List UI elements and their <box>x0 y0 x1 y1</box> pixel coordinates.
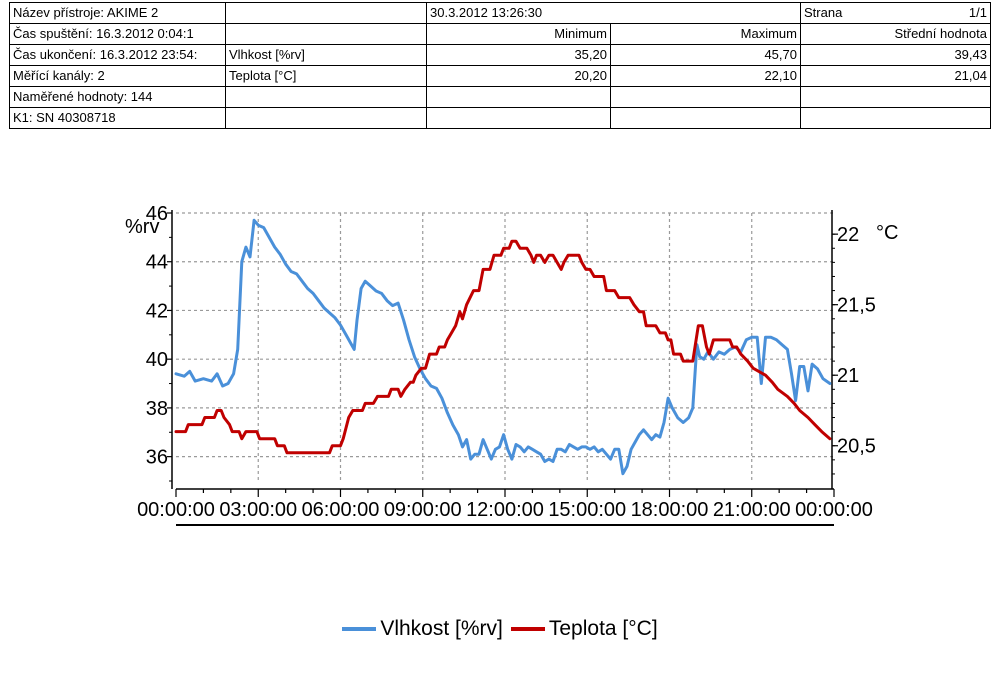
chart: 00:00:00 03:00:00 06:00:00 09:00:00 12:00:00… <box>125 203 898 526</box>
chart-grid <box>176 212 834 481</box>
temperature-min: 20,20 <box>426 65 611 87</box>
empty-cell <box>800 107 991 129</box>
temperature-mean: 21,04 <box>800 65 991 87</box>
col-minimum: Minimum <box>426 23 611 45</box>
temperature-series-line <box>174 239 832 455</box>
y-right-tick-label: 21 <box>837 365 859 387</box>
header-table: Název přístroje: AKIME 2 30.3.2012 13:26… <box>9 2 991 129</box>
x-tick-label: 15:00:00 <box>548 499 626 521</box>
humidity-max: 45,70 <box>610 44 801 66</box>
end-time: Čas ukončení: 16.3.2012 23:54: <box>9 44 226 66</box>
right-unit-label: °C <box>876 222 898 244</box>
humidity-name: Vlhkost [%rv] <box>225 44 427 66</box>
x-tick-label: 00:00:00 <box>137 499 215 521</box>
empty-cell <box>426 86 611 108</box>
page-label: Strana <box>804 5 843 20</box>
col-mean: Střední hodnota <box>800 23 991 45</box>
measured-count: Naměřené hodnoty: 144 <box>9 86 226 108</box>
y-left-tick-label: 38 <box>146 398 168 420</box>
y-right-tick-label: 20,5 <box>837 436 876 458</box>
x-tick-label: 09:00:00 <box>384 499 462 521</box>
chart-legend: Vlhkost [%rv] Teplota [°C] <box>0 617 1000 641</box>
empty-cell <box>800 86 991 108</box>
empty-cell <box>610 107 801 129</box>
x-tick-label: 03:00:00 <box>219 499 297 521</box>
empty-cell <box>225 86 427 108</box>
channel-count: Měřící kanály: 2 <box>9 65 226 87</box>
legend-swatch-temperature <box>510 627 545 631</box>
legend-swatch-humidity <box>342 627 377 631</box>
page-value: 1/1 <box>968 5 987 20</box>
legend-label-temperature: Teplota [°C] <box>548 617 658 640</box>
y-right-tick-label: 21,5 <box>837 295 876 317</box>
empty-cell <box>225 23 427 45</box>
chart-axes <box>167 210 838 526</box>
y-left-tick-label: 40 <box>146 349 168 371</box>
chart-labels: 00:00:00 03:00:00 06:00:00 09:00:00 12:00:00… <box>137 203 876 521</box>
x-tick-label: 18:00:00 <box>631 499 709 521</box>
legend-item-humidity: Vlhkost [%rv] <box>342 617 503 641</box>
header-row-2: Čas spuštění: 16.3.2012 0:04:1 Minimum M… <box>9 23 991 45</box>
x-tick-label: 12:00:00 <box>466 499 544 521</box>
y-right-tick-label: 22 <box>837 224 859 246</box>
device-name: Název přístroje: AKIME 2 <box>9 2 226 24</box>
page-number-cell: Strana 1/1 <box>800 2 991 24</box>
humidity-min: 35,20 <box>426 44 611 66</box>
chart-series <box>174 218 832 476</box>
empty-cell <box>225 2 427 24</box>
legend-item-temperature: Teplota [°C] <box>510 617 658 641</box>
y-left-tick-label: 42 <box>146 300 168 322</box>
empty-cell <box>610 86 801 108</box>
y-left-tick-label: 36 <box>146 447 168 469</box>
y-left-tick-label: 46 <box>146 203 168 225</box>
print-timestamp: 30.3.2012 13:26:30 <box>426 2 801 24</box>
humidity-mean: 39,43 <box>800 44 991 66</box>
header-row-1: Název přístroje: AKIME 2 30.3.2012 13:26… <box>9 2 991 24</box>
sensor-serial: K1: SN 40308718 <box>9 107 226 129</box>
header-row-5: Naměřené hodnoty: 144 <box>9 86 991 108</box>
humidity-series-line <box>174 218 832 476</box>
temperature-name: Teplota [°C] <box>225 65 427 87</box>
temperature-max: 22,10 <box>610 65 801 87</box>
empty-cell <box>225 107 427 129</box>
y-left-tick-label: 44 <box>146 252 168 274</box>
x-tick-label: 06:00:00 <box>302 499 380 521</box>
header-row-4: Měřící kanály: 2 Teplota [°C] 20,20 22,1… <box>9 65 991 87</box>
header-row-3: Čas ukončení: 16.3.2012 23:54: Vlhkost [… <box>9 44 991 66</box>
col-maximum: Maximum <box>610 23 801 45</box>
empty-cell <box>426 107 611 129</box>
x-tick-label: 21:00:00 <box>713 499 791 521</box>
legend-label-humidity: Vlhkost [%rv] <box>380 617 503 640</box>
x-tick-label: 00:00:00 <box>795 499 873 521</box>
left-unit-label: %rv <box>125 216 159 238</box>
header-row-6: K1: SN 40308718 <box>9 107 991 129</box>
start-time: Čas spuštění: 16.3.2012 0:04:1 <box>9 23 226 45</box>
